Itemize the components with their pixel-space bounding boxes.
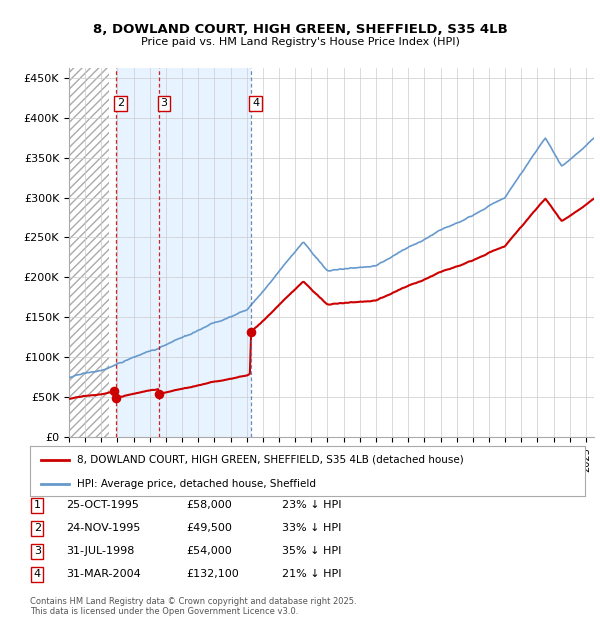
Text: 4: 4 — [252, 99, 259, 108]
Bar — [116, 68, 251, 437]
Text: This data is licensed under the Open Government Licence v3.0.: This data is licensed under the Open Gov… — [30, 607, 298, 616]
Point — [246, 327, 256, 337]
Text: £54,000: £54,000 — [186, 546, 232, 556]
Text: 3: 3 — [160, 99, 167, 108]
Text: 35% ↓ HPI: 35% ↓ HPI — [282, 546, 341, 556]
Text: Contains HM Land Registry data © Crown copyright and database right 2025.: Contains HM Land Registry data © Crown c… — [30, 597, 356, 606]
Text: 3: 3 — [34, 546, 41, 556]
Text: 1: 1 — [34, 500, 41, 510]
Text: 21% ↓ HPI: 21% ↓ HPI — [282, 569, 341, 579]
Text: £132,100: £132,100 — [186, 569, 239, 579]
Point — [154, 389, 164, 399]
Point — [111, 392, 121, 402]
Text: HPI: Average price, detached house, Sheffield: HPI: Average price, detached house, Shef… — [77, 479, 316, 489]
Text: 23% ↓ HPI: 23% ↓ HPI — [282, 500, 341, 510]
Text: 8, DOWLAND COURT, HIGH GREEN, SHEFFIELD, S35 4LB (detached house): 8, DOWLAND COURT, HIGH GREEN, SHEFFIELD,… — [77, 455, 464, 465]
Text: £49,500: £49,500 — [186, 523, 232, 533]
Text: 33% ↓ HPI: 33% ↓ HPI — [282, 523, 341, 533]
Bar — [69, 68, 109, 437]
Text: 2: 2 — [117, 99, 124, 108]
Text: 8, DOWLAND COURT, HIGH GREEN, SHEFFIELD, S35 4LB: 8, DOWLAND COURT, HIGH GREEN, SHEFFIELD,… — [92, 23, 508, 36]
Point — [110, 386, 119, 396]
Text: 4: 4 — [34, 569, 41, 579]
Text: £58,000: £58,000 — [186, 500, 232, 510]
Text: 2: 2 — [34, 523, 41, 533]
Text: 24-NOV-1995: 24-NOV-1995 — [66, 523, 140, 533]
Text: 31-JUL-1998: 31-JUL-1998 — [66, 546, 134, 556]
Text: 31-MAR-2004: 31-MAR-2004 — [66, 569, 141, 579]
Text: 25-OCT-1995: 25-OCT-1995 — [66, 500, 139, 510]
Text: Price paid vs. HM Land Registry's House Price Index (HPI): Price paid vs. HM Land Registry's House … — [140, 37, 460, 47]
